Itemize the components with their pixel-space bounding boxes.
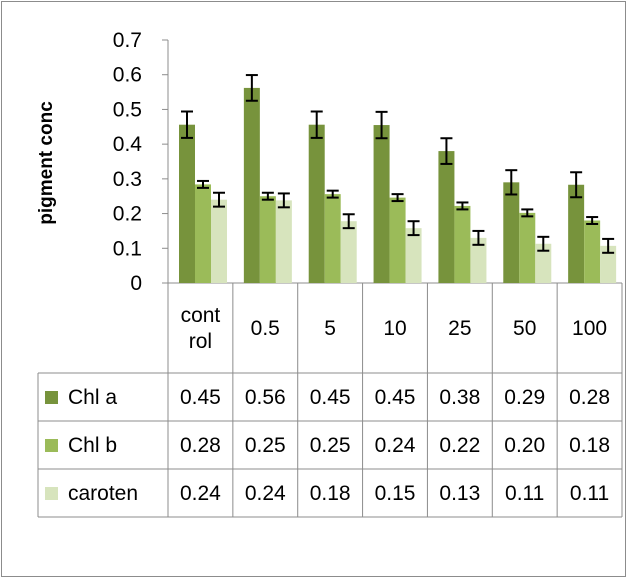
y-tick-label: 0.6 bbox=[113, 64, 142, 87]
legend-key-caroten bbox=[45, 487, 58, 500]
bar-marks bbox=[179, 87, 617, 284]
table-cell: 0.25 bbox=[310, 434, 351, 457]
bar-chl-b bbox=[259, 196, 276, 283]
category-label: 50 bbox=[513, 317, 536, 340]
table-cell: 0.25 bbox=[245, 434, 286, 457]
y-tick-label: 0.1 bbox=[113, 237, 142, 260]
bar-chl-b bbox=[454, 205, 471, 283]
table-cell: 0.28 bbox=[180, 434, 221, 457]
legend-key-chl-a bbox=[45, 391, 58, 404]
category-label: 100 bbox=[572, 317, 607, 340]
table-cell: 0.22 bbox=[439, 434, 480, 457]
legend-label: Chl b bbox=[68, 434, 117, 457]
table-cell: 0.18 bbox=[310, 482, 351, 505]
bar-caroten bbox=[470, 237, 487, 283]
bar-chl-b bbox=[324, 194, 341, 283]
legend-label: caroten bbox=[68, 482, 138, 505]
bar-chl-b bbox=[584, 220, 601, 283]
bar-chl-b bbox=[195, 184, 211, 283]
table-cell: 0.24 bbox=[180, 482, 221, 505]
bar-caroten bbox=[275, 200, 292, 283]
bar-chl-a bbox=[308, 124, 325, 284]
y-tick-label: 0.2 bbox=[113, 203, 142, 226]
y-tick-label: 0.3 bbox=[113, 168, 142, 191]
bar-caroten bbox=[600, 245, 617, 283]
bar-caroten bbox=[340, 221, 357, 283]
error-bars bbox=[181, 74, 615, 254]
y-tick-labels: 0 0.1 0.2 0.3 0.4 0.5 0.6 0.7 bbox=[113, 29, 143, 295]
category-labels: cont rol 0.5 5 10 25 50 100 bbox=[181, 304, 608, 353]
bar-chl-a bbox=[438, 151, 455, 283]
category-label: 25 bbox=[448, 317, 471, 340]
table-cell: 0.13 bbox=[439, 482, 480, 505]
table-cell: 0.24 bbox=[245, 482, 286, 505]
table-cell: 0.24 bbox=[375, 434, 416, 457]
bar-chl-a bbox=[568, 184, 585, 283]
legend-key-chl-b bbox=[45, 439, 58, 452]
y-axis-title: pigment conc bbox=[36, 101, 57, 225]
bar-chl-b bbox=[519, 212, 536, 283]
table-cell: 0.29 bbox=[504, 386, 545, 409]
table-cell: 0.28 bbox=[569, 386, 610, 409]
table-cell: 0.45 bbox=[375, 386, 416, 409]
table-cell: 0.15 bbox=[375, 482, 416, 505]
bar-chl-a bbox=[179, 124, 195, 284]
y-tick-label: 0.7 bbox=[113, 29, 142, 52]
category-label: rol bbox=[189, 330, 212, 353]
category-label: 0.5 bbox=[251, 317, 280, 340]
category-label: 10 bbox=[383, 317, 406, 340]
y-tick-label: 0 bbox=[130, 272, 142, 295]
category-label: 5 bbox=[324, 317, 336, 340]
table-cell: 0.11 bbox=[570, 482, 609, 505]
table-cell: 0.11 bbox=[505, 482, 544, 505]
data-table: Chl a 0.45 0.56 0.45 0.45 0.38 0.29 0.28 Chl b 0.… bbox=[45, 386, 610, 505]
bar-caroten bbox=[211, 199, 227, 283]
table-cell: 0.45 bbox=[180, 386, 221, 409]
bar-chl-a bbox=[503, 182, 520, 283]
table-cell: 0.38 bbox=[439, 386, 480, 409]
legend-label: Chl a bbox=[68, 386, 117, 409]
table-cell: 0.20 bbox=[504, 434, 545, 457]
bar-chl-a bbox=[373, 125, 390, 283]
table-cell: 0.45 bbox=[310, 386, 351, 409]
table-cell: 0.56 bbox=[245, 386, 286, 409]
bar-chl-a bbox=[243, 87, 260, 283]
table-cell: 0.18 bbox=[569, 434, 610, 457]
bar-caroten bbox=[405, 228, 422, 283]
bar-chl-b bbox=[389, 197, 406, 283]
category-label: cont bbox=[181, 304, 221, 327]
bar-caroten bbox=[535, 243, 552, 283]
y-tick-label: 0.5 bbox=[113, 98, 142, 121]
y-tick-label: 0.4 bbox=[113, 133, 143, 156]
